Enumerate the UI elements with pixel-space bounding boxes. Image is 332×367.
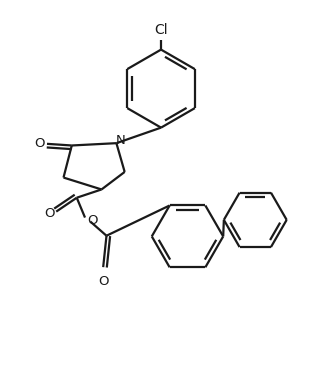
Text: N: N — [116, 134, 125, 147]
Text: O: O — [87, 214, 98, 227]
Text: O: O — [98, 275, 109, 288]
Text: O: O — [44, 207, 55, 220]
Text: Cl: Cl — [154, 23, 168, 37]
Text: O: O — [35, 137, 45, 150]
